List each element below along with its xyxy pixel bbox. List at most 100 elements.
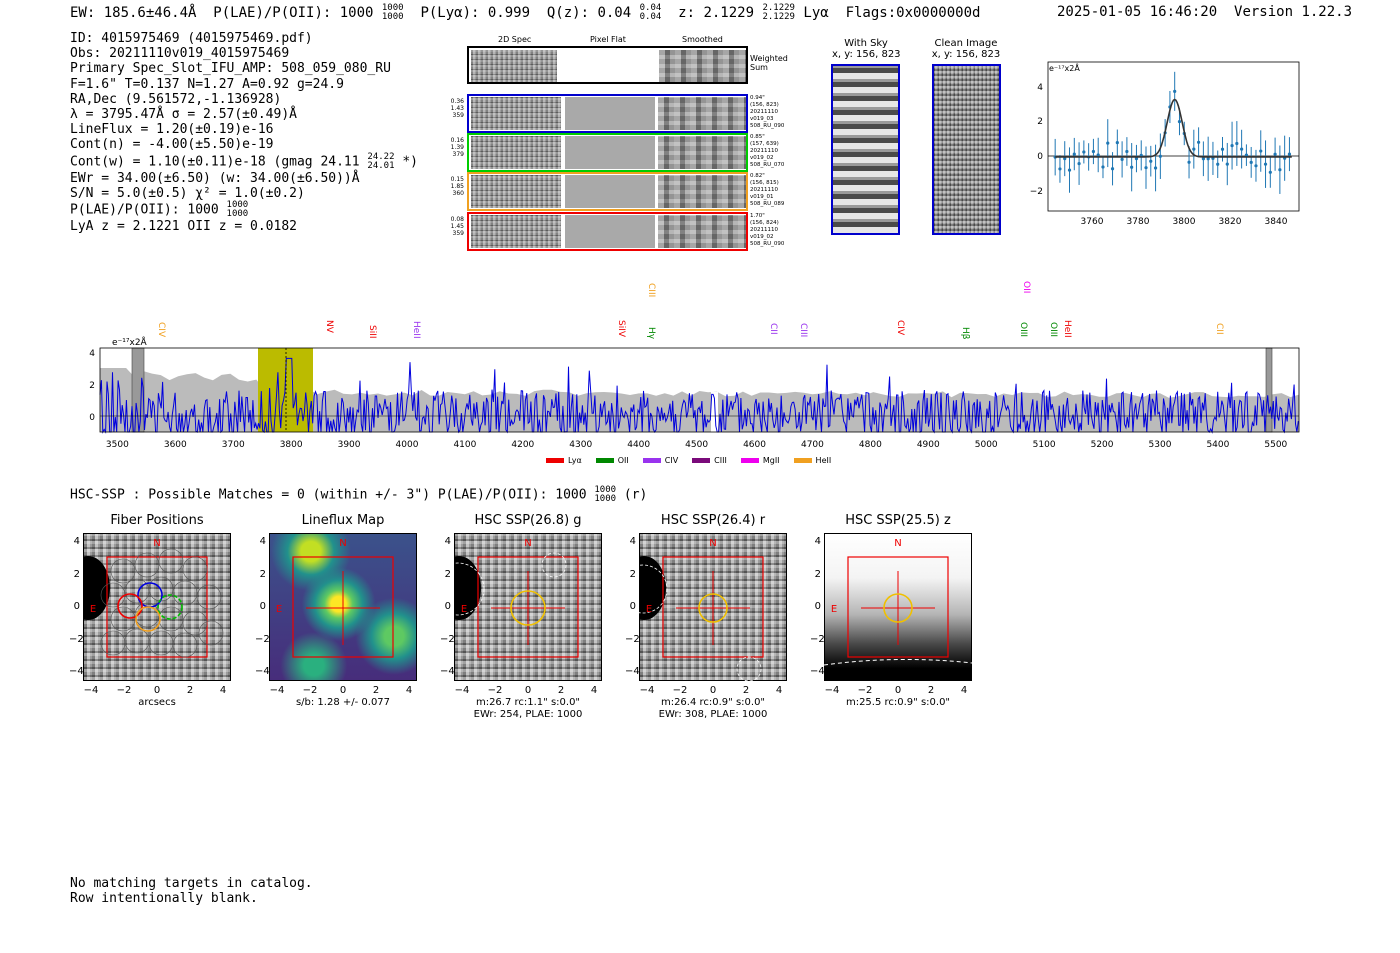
spectrum-legend: Lyα OII CIV CIII MgII HeII bbox=[546, 448, 845, 467]
spectrum-xtick: 4900 bbox=[917, 440, 940, 450]
row-meta: 1.70" bbox=[750, 213, 765, 219]
qz-hi: 0.04 bbox=[639, 3, 662, 13]
hsc-caption: s/b: 1.28 +/- 0.077 bbox=[269, 697, 417, 709]
fiber-circle bbox=[100, 582, 126, 608]
hsc-xtick: 2 bbox=[186, 685, 194, 696]
info-radec: RA,Dec (9.561572,-1.136928) bbox=[70, 91, 282, 107]
data-point bbox=[1287, 152, 1292, 156]
hsc-xtick: 2 bbox=[927, 685, 935, 696]
hsc-xtick: −2 bbox=[672, 685, 688, 696]
hsc-ytick: 0 bbox=[814, 601, 821, 612]
row-stat: 0.08 bbox=[450, 216, 464, 223]
data-point bbox=[1101, 165, 1105, 169]
row-meta: (156, 815) bbox=[750, 180, 779, 186]
z-lo: 2.1229 bbox=[762, 12, 795, 22]
hsc-panel-title: HSC SSP(25.5) z bbox=[845, 513, 951, 528]
data-point bbox=[1063, 157, 1067, 161]
hsc-caption: m:26.7 rc:1.1" s:0.0" EWr: 254, PLAE: 100… bbox=[454, 697, 602, 721]
row-meta: v019_02 bbox=[750, 155, 774, 161]
hsc-summary-text: HSC-SSP : Possible Matches = 0 (within +… bbox=[70, 487, 587, 503]
legend-label: OII bbox=[617, 456, 629, 465]
data-point bbox=[1254, 164, 1258, 168]
legend-swatch bbox=[595, 458, 614, 463]
data-point bbox=[1173, 89, 1177, 93]
spectrum-xtick: 3700 bbox=[222, 440, 245, 450]
hsc-panel-title: HSC SSP(26.8) g bbox=[474, 513, 582, 528]
data-point bbox=[1067, 168, 1072, 172]
legend-swatch bbox=[642, 458, 661, 463]
hsc-ytick: 0 bbox=[259, 601, 266, 612]
weighted-sum-label: Weighted Sum bbox=[750, 54, 788, 72]
info-ewr: EWr = 34.00(±6.50) (w: 34.00(±6.50))Å bbox=[70, 170, 360, 186]
spectrum-xtick: 5200 bbox=[1091, 440, 1114, 450]
data-point bbox=[1106, 141, 1110, 145]
spectrum-xtick: 4800 bbox=[859, 440, 882, 450]
hsc-ytick: −2 bbox=[810, 633, 825, 645]
data-point bbox=[1192, 147, 1196, 151]
compass-east: E bbox=[831, 604, 837, 615]
hsc-ytick: −2 bbox=[440, 633, 455, 645]
hsc-caption-2: EWr: 254, PLAE: 1000 bbox=[473, 709, 583, 720]
info-plae-lo: 1000 bbox=[226, 209, 249, 220]
spectrum-line bbox=[99, 357, 1299, 434]
search-box bbox=[847, 556, 949, 658]
info-lineflux: LineFlux = 1.20(±0.19)e-16 bbox=[70, 122, 274, 138]
spectrum-xtick: 4600 bbox=[743, 440, 766, 450]
compass-north: N bbox=[709, 538, 716, 549]
hsc-xtick: 0 bbox=[339, 685, 347, 696]
row-pixel-flat bbox=[565, 215, 655, 248]
data-point bbox=[1206, 157, 1210, 161]
row-stat: 1.39 bbox=[450, 144, 464, 151]
fiber-circle bbox=[182, 610, 208, 636]
row-meta: (157, 639) bbox=[750, 141, 779, 147]
hsc-panel-title: Fiber Positions bbox=[110, 513, 204, 528]
row-meta: 0.82" bbox=[750, 173, 765, 179]
hsc-xtick: 4 bbox=[590, 685, 598, 696]
weighted-smooth bbox=[659, 50, 746, 82]
z-line: Lyα bbox=[803, 5, 829, 21]
data-point bbox=[1072, 152, 1076, 156]
spectrum-ytick: 2 bbox=[89, 381, 95, 391]
aperture-circle bbox=[883, 593, 913, 623]
compass-east: E bbox=[461, 604, 467, 615]
cutout-row-meta: 0.94" (156, 823) 20211110 v019_03 508_RU_090 bbox=[750, 95, 784, 130]
data-point bbox=[1278, 168, 1282, 172]
row-meta: 508_RU_089 bbox=[750, 201, 785, 207]
cutout-row-meta: 0.82" (156, 815) 20211110 v019_01 508_RU_089 bbox=[750, 173, 784, 208]
row-meta: 508_RU_070 bbox=[750, 162, 785, 168]
cutout-row bbox=[467, 212, 748, 251]
data-point bbox=[1177, 120, 1182, 124]
row-meta: v019_01 bbox=[750, 194, 774, 200]
zoom-line-plot: e⁻¹⁷x2Å 4 2 0 −2 3760 3780 3800 3820 384… bbox=[1030, 61, 1300, 227]
hsc-xtick: −4 bbox=[639, 685, 655, 696]
hsc-caption-1: m:26.7 rc:1.1" s:0.0" bbox=[475, 697, 581, 708]
row-stat: 0.15 bbox=[450, 176, 464, 183]
zoom-yticks: 4 2 0 −2 bbox=[1030, 83, 1043, 197]
data-point bbox=[1149, 159, 1153, 163]
row-meta: (156, 824) bbox=[750, 220, 779, 226]
full-spectrum-plot: e⁻¹⁷x2Å 4 2 0 3500 3600 3700 3800 3900 4000 41… bbox=[89, 336, 1300, 450]
row-2d-spec bbox=[471, 136, 561, 169]
info-plae: P(LAE)/P(OII): 1000 1000 1000 bbox=[70, 201, 418, 219]
row-meta: 0.94" bbox=[750, 95, 765, 101]
timestamp-text: 2025-01-05 16:46:20 bbox=[1057, 4, 1218, 20]
data-point bbox=[1220, 147, 1225, 151]
hsc-xtick: 0 bbox=[894, 685, 902, 696]
spectrum-xtick: 4000 bbox=[396, 440, 419, 450]
hsc-xtick: 4 bbox=[775, 685, 783, 696]
hsc-xtick: 0 bbox=[709, 685, 717, 696]
source-ellipse bbox=[736, 656, 762, 681]
hsc-xtick: −4 bbox=[269, 685, 285, 696]
gmag-lo: 24.01 bbox=[367, 160, 395, 171]
version-text: Version 1.22.3 bbox=[1234, 4, 1353, 20]
data-point bbox=[1230, 144, 1234, 148]
clean-image-title: Clean Image x, y: 156, 823 bbox=[930, 38, 1002, 60]
hsc-ytick: 4 bbox=[73, 536, 80, 547]
hsc-ytick: −4 bbox=[440, 666, 455, 677]
gap-region bbox=[711, 392, 718, 432]
hsc-caption: arcsecs bbox=[83, 697, 231, 709]
hsc-xtick: 0 bbox=[524, 685, 532, 696]
fiber-red bbox=[117, 593, 143, 619]
row-smoothed bbox=[658, 175, 746, 208]
legend-swatch bbox=[740, 458, 759, 463]
